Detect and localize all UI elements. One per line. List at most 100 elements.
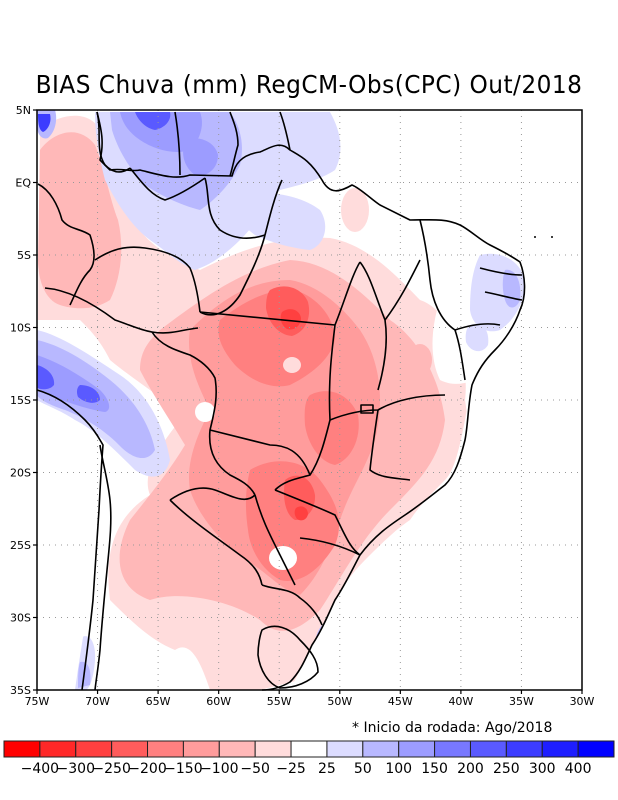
contour-fills <box>37 110 582 690</box>
colorbar-swatch <box>290 740 328 758</box>
colorbar-swatch <box>434 740 471 758</box>
contour-red-250 <box>280 309 301 330</box>
lon-tick-label: 40W <box>448 695 473 708</box>
colorbar-swatch <box>147 740 184 758</box>
contour-red-amazon-mouth <box>341 188 369 232</box>
grid-lines <box>37 110 582 690</box>
latitude-axis: 5N EQ 5S 10S 15S 20S 25S 30S 35S <box>10 104 37 697</box>
lat-tick-label: 5S <box>17 249 31 262</box>
border-paraguay-brazil <box>254 494 296 586</box>
contour-red-150c <box>304 391 359 465</box>
contour-red-250b <box>294 506 308 521</box>
state-border-6 <box>369 409 411 481</box>
border-argentina-brazil <box>261 584 323 626</box>
contour-pink-spot <box>408 344 432 376</box>
colorbar-swatch <box>3 740 41 758</box>
border-brazil-peru <box>44 287 199 334</box>
contour-pink-hole <box>283 357 301 373</box>
colorbar-swatch <box>75 740 113 758</box>
colorbar-label: 25 <box>318 761 336 777</box>
lat-tick-label: 15S <box>10 394 31 407</box>
state-border-4 <box>359 261 387 391</box>
state-border-10 <box>129 167 206 201</box>
state-border-14 <box>94 246 201 313</box>
state-border-21 <box>229 111 239 177</box>
state-border-20 <box>384 259 421 321</box>
lat-tick-label: EQ <box>15 177 31 190</box>
state-border-16 <box>454 323 501 331</box>
colorbar-swatch <box>505 740 543 758</box>
contour-blue-nw-corner-core <box>38 114 51 132</box>
lat-tick-label: 35S <box>10 684 31 697</box>
border-guiana <box>174 111 181 176</box>
colorbar-label: −100 <box>200 761 238 777</box>
colorbar-swatch <box>469 740 507 758</box>
colorbar-label: −25 <box>276 761 306 777</box>
lat-tick-label: 25S <box>10 539 31 552</box>
contour-white-hole <box>269 546 297 570</box>
lon-tick-label: 35W <box>509 695 534 708</box>
colorbar-swatch <box>218 740 256 758</box>
lon-tick-label: 30W <box>570 695 595 708</box>
colorbar: −400−300−250−200−150−100 −50 −25 25 50 100 150… <box>3 740 615 777</box>
state-border-1 <box>199 311 336 326</box>
contour-red-50 <box>38 132 122 309</box>
colorbar-swatch <box>541 740 579 758</box>
state-border-7 <box>274 489 361 556</box>
colorbar-swatch <box>39 740 77 758</box>
colorbar-swatch <box>398 740 436 758</box>
federal-district <box>360 404 374 414</box>
border-paraguay-argentina <box>169 499 263 586</box>
colorbar-label: 400 <box>565 761 592 777</box>
colorbar-label: −50 <box>240 761 270 777</box>
lon-tick-label: 55W <box>267 695 292 708</box>
contour-blue-100-north <box>120 112 202 152</box>
lat-tick-label: 30S <box>10 612 31 625</box>
colorbar-swatch <box>111 740 149 758</box>
colorbar-label: −400 <box>21 761 59 777</box>
border-brazil-bolivia <box>151 331 256 496</box>
island-dot <box>534 236 536 238</box>
border-colombia-venezuela <box>96 111 131 173</box>
state-border-13 <box>199 234 266 316</box>
colorbar-label: 200 <box>457 761 484 777</box>
contour-red-200b <box>284 475 316 520</box>
state-border-11 <box>204 177 266 240</box>
lat-tick-label: 10S <box>10 322 31 335</box>
lon-tick-label: 60W <box>206 695 231 708</box>
colorbar-swatch <box>362 740 400 758</box>
ocean-mask-atlantic <box>290 110 582 690</box>
longitude-axis: 75W 70W 65W 60W 55W 50W 45W 40W 35W 30W <box>25 690 595 708</box>
colorbar-label: −200 <box>128 761 166 777</box>
lat-tick-label: 5N <box>16 104 31 117</box>
contour-white-hole <box>195 402 215 422</box>
lon-tick-label: 45W <box>388 695 413 708</box>
state-border-3 <box>274 324 336 491</box>
lon-tick-label: 65W <box>146 695 171 708</box>
colorbar-label: 50 <box>354 761 372 777</box>
contour-blue-andes-200 <box>37 365 55 390</box>
lon-tick-label: 50W <box>327 695 352 708</box>
state-border-19 <box>454 329 466 381</box>
lon-tick-label: 75W <box>25 695 50 708</box>
state-border-2 <box>334 261 361 326</box>
border-uruguay <box>257 625 319 689</box>
map-title: BIAS Chuva (mm) RegCM-Obs(CPC) Out/2018 <box>35 70 583 99</box>
colorbar-label: −300 <box>57 761 95 777</box>
run-start-note: * Inicio da rodada: Ago/2018 <box>352 720 553 736</box>
colorbar-swatch <box>577 740 615 758</box>
state-border-8 <box>299 537 361 556</box>
colorbar-label: −150 <box>164 761 202 777</box>
border-bolivia-paraguay <box>169 487 256 501</box>
state-border-9 <box>209 429 311 476</box>
colorbar-swatch <box>182 740 220 758</box>
contour-blue-andes-200b <box>76 385 100 403</box>
border-brazil-colombia <box>37 183 95 306</box>
border-chile-argentina <box>94 444 112 691</box>
colorbar-label: 150 <box>421 761 448 777</box>
lon-tick-label: 70W <box>85 695 110 708</box>
contour-red-150b <box>245 461 340 581</box>
state-border-5 <box>329 394 446 421</box>
contour-blue-100-north2 <box>183 138 218 176</box>
